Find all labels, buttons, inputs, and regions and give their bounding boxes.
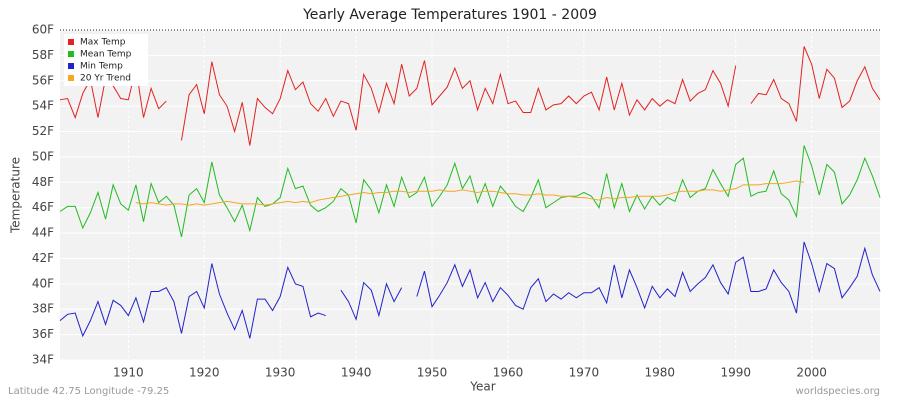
series-line bbox=[59, 145, 881, 238]
series-line bbox=[180, 60, 737, 146]
x-tick-label: 1960 bbox=[493, 366, 524, 380]
x-tick-label: 1930 bbox=[265, 366, 296, 380]
legend-label: Min Temp bbox=[80, 62, 123, 72]
series-line bbox=[750, 46, 881, 122]
x-tick-label: 1920 bbox=[189, 366, 220, 380]
legend-box bbox=[64, 34, 148, 86]
y-tick-label: 52F bbox=[32, 124, 54, 138]
series-line bbox=[416, 241, 881, 314]
chart-title: Yearly Average Temperatures 1901 - 2009 bbox=[302, 7, 597, 23]
x-tick-label: 1940 bbox=[341, 366, 372, 380]
legend-swatch bbox=[68, 39, 74, 45]
y-axis-label: Temperature bbox=[9, 157, 23, 234]
y-tick-label: 58F bbox=[32, 48, 54, 62]
x-tick-label: 1970 bbox=[569, 366, 600, 380]
footer-left: Latitude 42.75 Longitude -79.25 bbox=[8, 386, 169, 397]
series-line bbox=[59, 263, 326, 339]
y-tick-label: 42F bbox=[32, 251, 54, 265]
legend-swatch bbox=[68, 75, 74, 81]
series-line bbox=[340, 281, 403, 322]
y-tick-label: 48F bbox=[32, 175, 54, 189]
y-tick-label: 50F bbox=[32, 149, 54, 163]
y-tick-label: 40F bbox=[32, 276, 54, 290]
y-tick-label: 46F bbox=[32, 200, 54, 214]
x-axis-label: Year bbox=[469, 380, 495, 394]
legend-label: Mean Temp bbox=[80, 50, 132, 60]
x-tick-label: 1990 bbox=[720, 366, 751, 380]
y-tick-label: 36F bbox=[32, 327, 54, 341]
y-tick-label: 60F bbox=[32, 23, 54, 37]
y-tick-label: 44F bbox=[32, 226, 54, 240]
y-tick-label: 56F bbox=[32, 73, 54, 87]
footer-right: worldspecies.org bbox=[796, 386, 880, 397]
legend-swatch bbox=[68, 63, 74, 69]
legend-label: Max Temp bbox=[80, 38, 126, 48]
legend-label: 20 Yr Trend bbox=[80, 74, 131, 84]
x-tick-label: 1910 bbox=[113, 366, 144, 380]
series-line bbox=[135, 180, 805, 206]
y-tick-label: 34F bbox=[32, 353, 54, 367]
x-tick-label: 2000 bbox=[796, 366, 827, 380]
y-tick-label: 54F bbox=[32, 99, 54, 113]
legend: Max Temp Mean Temp Min Temp 20 Yr Trend bbox=[64, 34, 148, 86]
plot-background bbox=[60, 30, 880, 360]
x-tick-label: 1950 bbox=[417, 366, 448, 380]
y-tick-label: 38F bbox=[32, 302, 54, 316]
x-tick-label: 1980 bbox=[645, 366, 676, 380]
legend-swatch bbox=[68, 51, 74, 57]
